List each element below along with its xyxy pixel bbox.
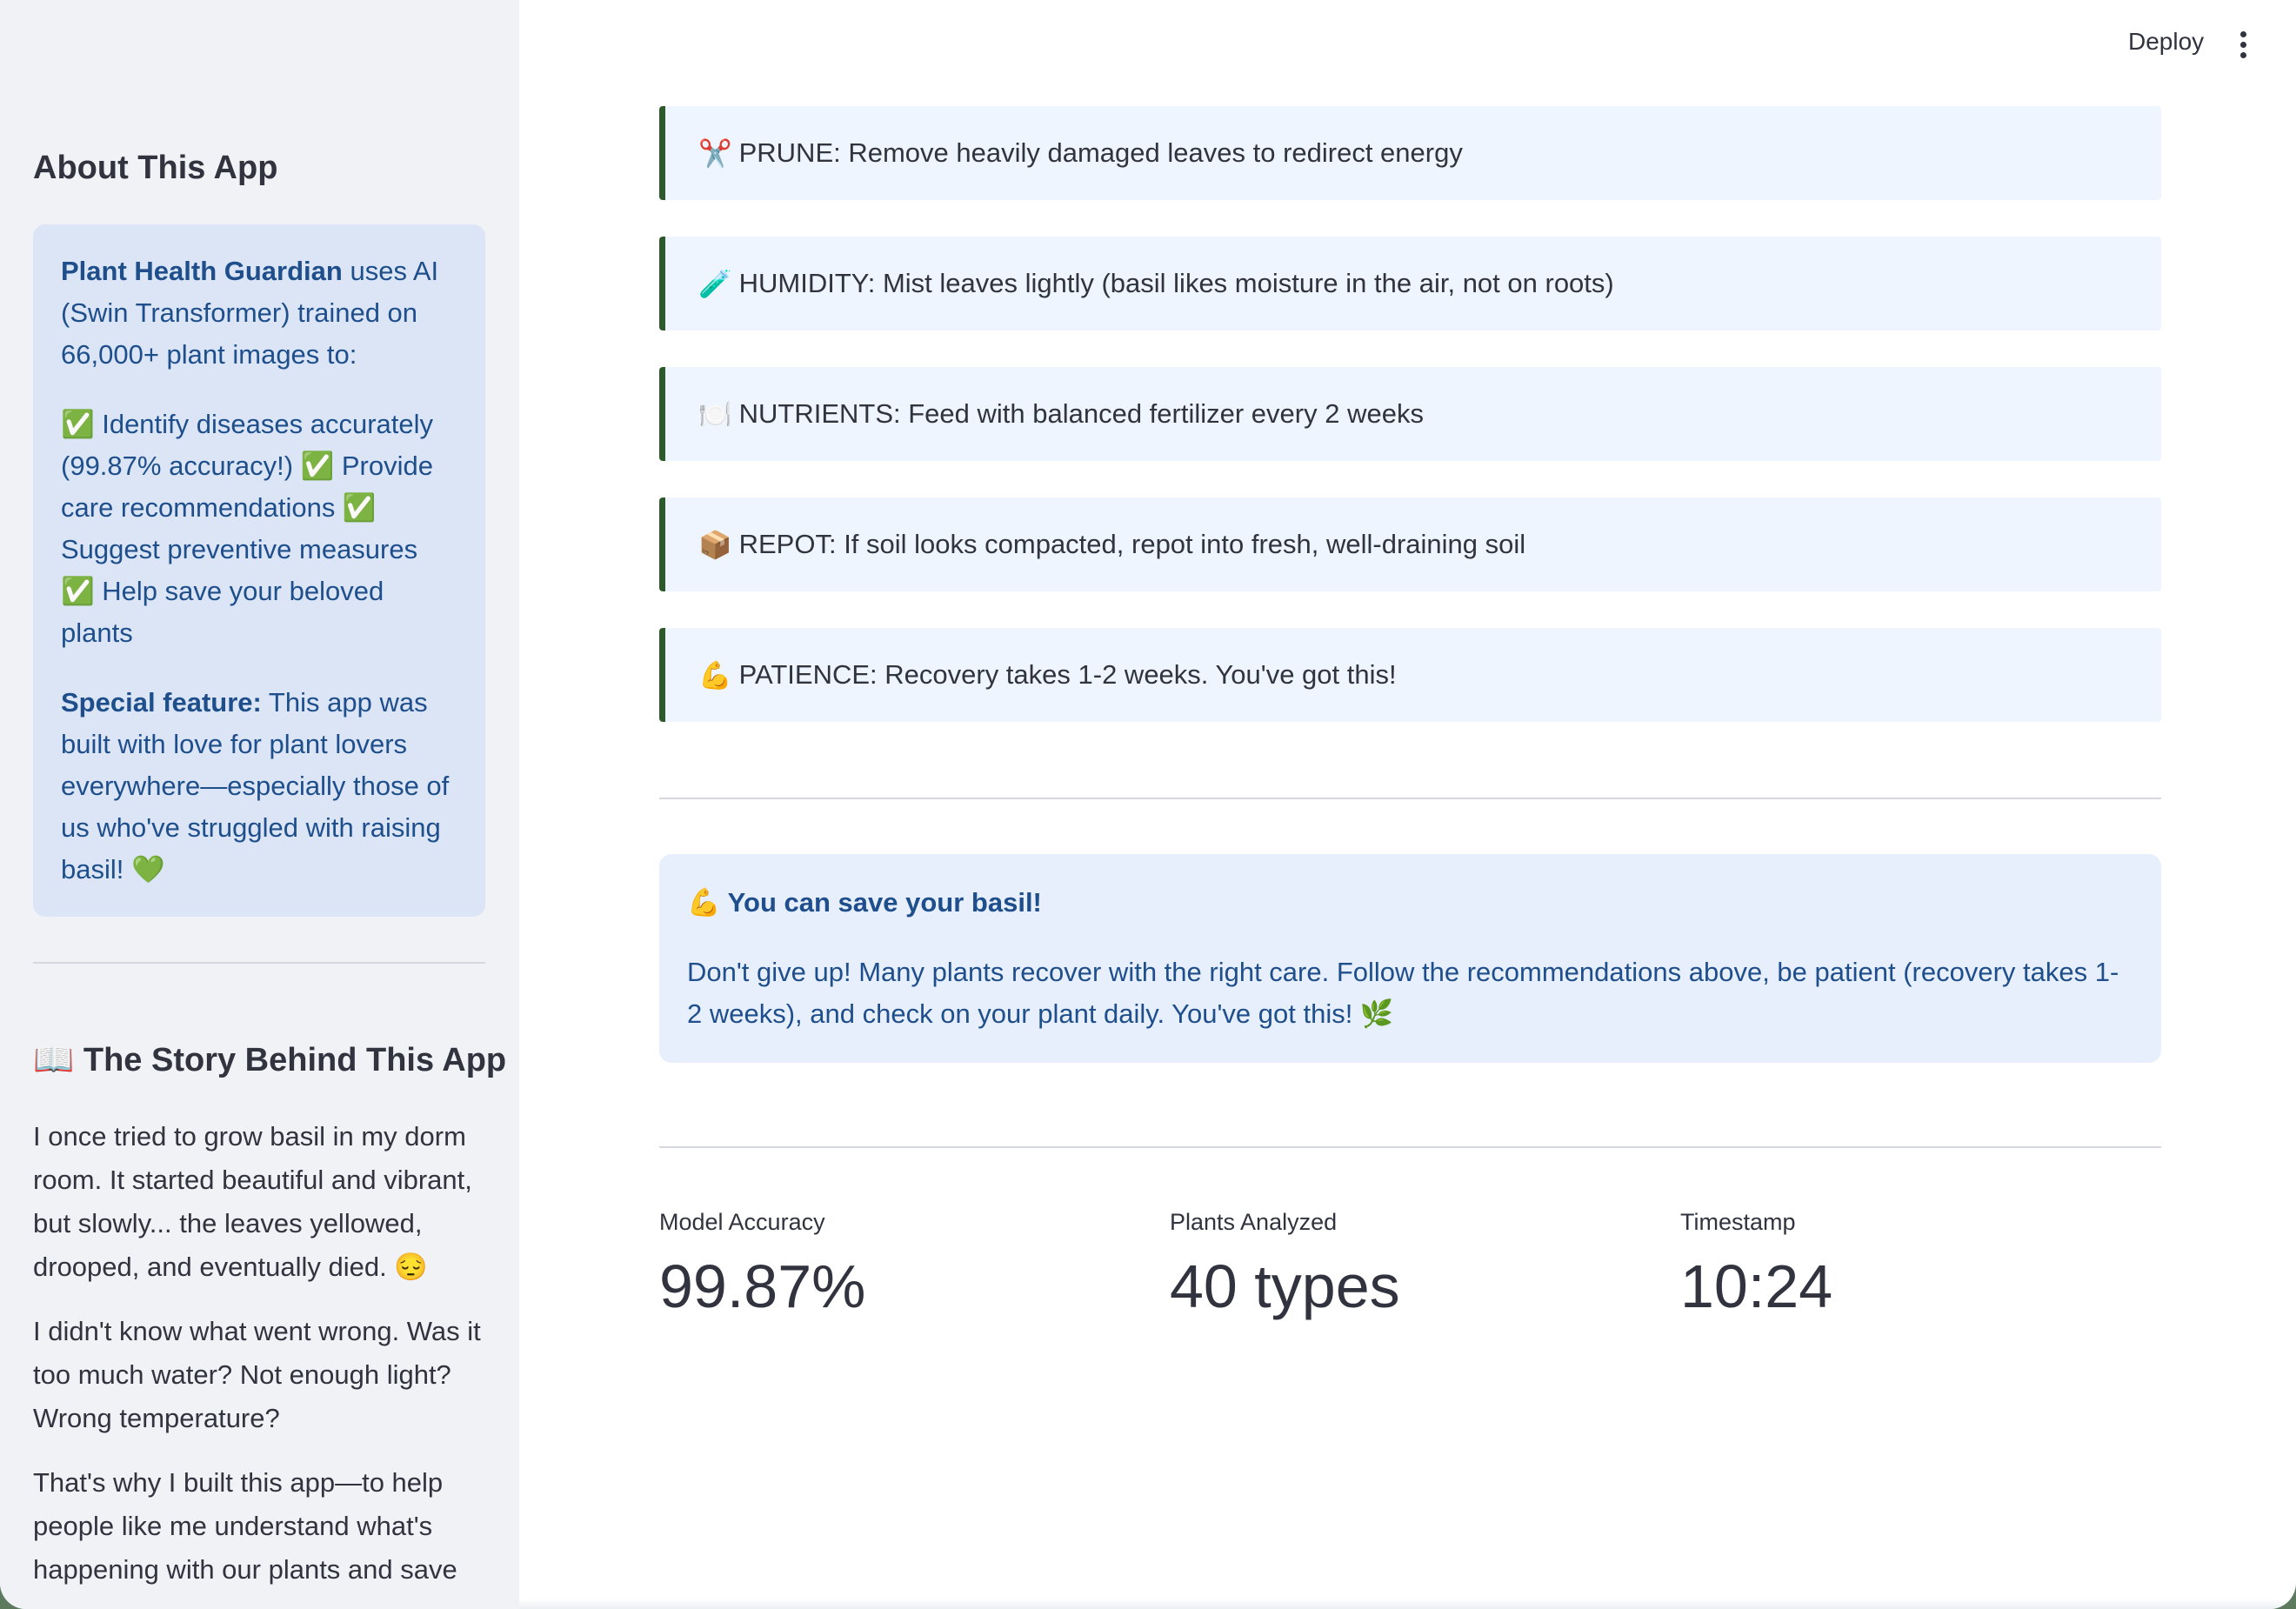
plate-icon: 🍽️ [698,398,732,430]
about-intro: Plant Health Guardian uses AI (Swin Tran… [61,250,457,376]
metric-value: 10:24 [1680,1252,1833,1320]
story-title: 📖 The Story Behind This App [33,1042,507,1078]
special-text: This app was built with love for plant l… [61,687,450,885]
test-tube-icon: 🧪 [698,268,732,299]
tip-nutrients: 🍽️ NUTRIENTS: Feed with balanced fertili… [659,367,2161,461]
story-paragraph-3: That's why I built this app—to help peop… [33,1467,457,1585]
about-intro-text: uses AI (Swin Transformer) trained on 66… [61,256,439,370]
about-info-box: Plant Health Guardian uses AI (Swin Tran… [33,224,485,917]
main-divider [659,1146,2161,1148]
story-paragraph-2: I didn't know what went wrong. Was it to… [33,1316,481,1433]
more-options-icon[interactable] [2239,31,2248,61]
tip-text: REPOT: If soil looks compacted, repot in… [738,529,1526,559]
tip-text: HUMIDITY: Mist leaves lightly (basil lik… [738,268,1614,298]
deploy-button[interactable]: Deploy [2128,28,2205,55]
tip-repot: 📦 REPOT: If soil looks compacted, repot … [659,497,2161,591]
bottom-shadow [519,1599,2296,1609]
metric-plants-analyzed: Plants Analyzed 40 types [1170,1209,1400,1321]
sidebar-divider [33,962,485,964]
main-divider [659,798,2161,799]
encouragement-box: 💪 You can save your basil! Don't give up… [659,854,2161,1063]
scissors-icon: ✂️ [698,137,732,169]
story-text: I once tried to grow basil in my dorm ro… [33,1115,485,1609]
flexed-biceps-icon: 💪 [698,659,732,691]
metric-timestamp: Timestamp 10:24 [1680,1209,1832,1321]
tip-text: PATIENCE: Recovery takes 1-2 weeks. You'… [738,659,1397,690]
encouragement-body: Don't give up! Many plants recover with … [687,957,2119,1029]
encouragement-title: 💪 You can save your basil! [687,887,1042,918]
metric-label: Model Accuracy [659,1209,825,1235]
story-paragraph-1: I once tried to grow basil in my dorm ro… [33,1121,472,1282]
sidebar: About This App Plant Health Guardian use… [0,0,519,1609]
about-features: ✅ Identify diseases accurately (99.87% a… [61,409,434,648]
about-special: Special feature: This app was built with… [61,682,457,891]
tip-patience: 💪 PATIENCE: Recovery takes 1-2 weeks. Yo… [659,628,2161,722]
tip-text: PRUNE: Remove heavily damaged leaves to … [738,137,1463,168]
app-name: Plant Health Guardian [61,256,343,286]
metric-value: 40 types [1170,1252,1400,1320]
tip-prune: ✂️ PRUNE: Remove heavily damaged leaves … [659,106,2161,200]
special-label: Special feature: [61,687,262,718]
package-icon: 📦 [698,529,732,560]
metric-value: 99.87% [659,1252,866,1320]
tip-text: NUTRIENTS: Feed with balanced fertilizer… [738,398,1424,429]
metric-label: Timestamp [1680,1209,1796,1235]
metric-model-accuracy: Model Accuracy 99.87% [659,1209,865,1321]
about-title: About This App [33,150,278,186]
metric-label: Plants Analyzed [1170,1209,1338,1235]
tip-humidity: 🧪 HUMIDITY: Mist leaves lightly (basil l… [659,237,2161,330]
